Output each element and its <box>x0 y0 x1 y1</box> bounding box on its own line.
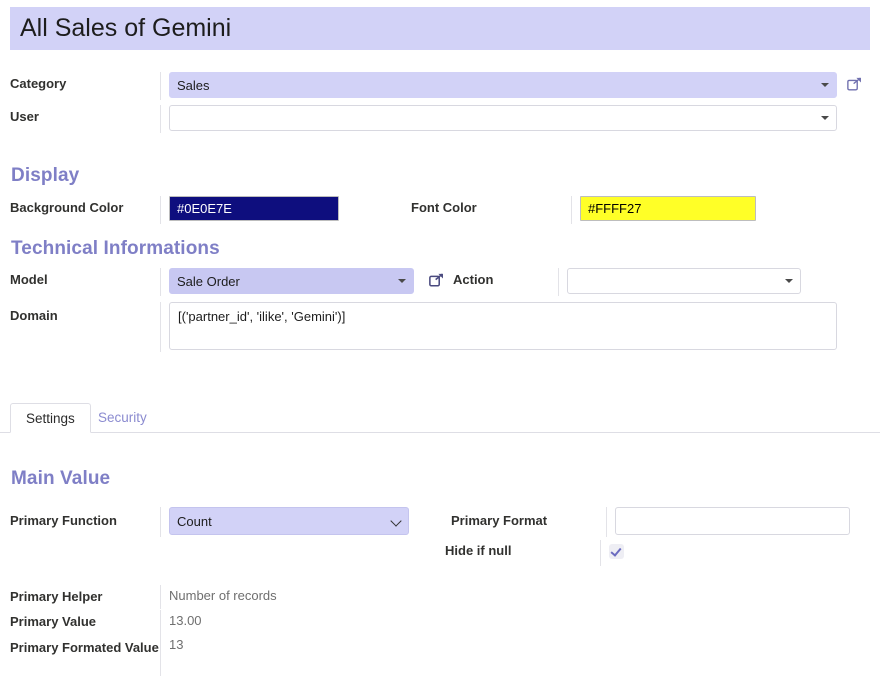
record-title-input[interactable] <box>10 7 870 50</box>
model-input[interactable] <box>169 268 414 294</box>
primary-helper-label: Primary Helper <box>10 589 103 604</box>
tab-security-label: Security <box>98 410 147 425</box>
action-label: Action <box>453 272 494 287</box>
primary-formated-value-value: 13 <box>169 637 184 652</box>
field-row-primary-function: Primary Function CountSumAverageMinMax P… <box>10 507 870 537</box>
field-row-category: Category <box>10 72 870 100</box>
field-row-colors: Background Color Font Color <box>10 196 870 224</box>
column-separator <box>571 196 572 224</box>
column-separator <box>600 540 601 566</box>
tab-settings[interactable]: Settings <box>10 403 91 433</box>
model-field <box>169 268 414 294</box>
column-separator <box>160 196 161 224</box>
column-separator <box>160 72 161 100</box>
hide-if-null-label: Hide if null <box>445 543 512 558</box>
hide-if-null-field <box>609 540 624 560</box>
primary-helper-value: Number of records <box>169 588 277 603</box>
user-label: User <box>10 109 39 124</box>
tab-underline <box>0 432 880 433</box>
record-title-container <box>10 7 870 50</box>
category-label: Category <box>10 76 67 91</box>
category-input[interactable] <box>169 72 837 98</box>
column-separator <box>558 268 559 296</box>
category-field <box>169 72 837 98</box>
primary-formated-value-label: Primary Formated Value <box>10 640 159 655</box>
domain-textarea[interactable]: [('partner_id', 'ilike', 'Gemini')] <box>169 302 837 350</box>
column-separator <box>160 507 161 537</box>
field-row-primary-value: Primary Value 13.00 <box>10 610 870 634</box>
primary-function-field: CountSumAverageMinMax <box>169 507 409 535</box>
field-row-hide-if-null: Hide if null <box>445 540 870 566</box>
primary-value-value: 13.00 <box>169 613 202 628</box>
user-input[interactable] <box>169 105 837 131</box>
tab-settings-label: Settings <box>26 411 75 426</box>
primary-format-label: Primary Format <box>451 513 548 528</box>
field-row-model-action: Model Action <box>10 268 870 296</box>
column-separator <box>606 507 607 537</box>
field-row-primary-helper: Primary Helper Number of records <box>10 585 870 609</box>
column-separator <box>160 634 161 676</box>
external-link-icon[interactable] <box>428 272 445 289</box>
column-separator <box>160 585 161 609</box>
tab-bar: Settings Security <box>0 403 880 433</box>
domain-field: [('partner_id', 'ilike', 'Gemini')] <box>169 302 837 353</box>
field-row-user: User <box>10 105 870 133</box>
user-field <box>169 105 837 131</box>
hide-if-null-checkbox[interactable] <box>609 544 624 560</box>
background-color-label: Background Color <box>10 200 124 215</box>
primary-format-field <box>615 507 850 535</box>
background-color-input[interactable] <box>169 196 339 221</box>
column-separator <box>160 268 161 296</box>
primary-function-label: Primary Function <box>10 513 117 528</box>
model-label: Model <box>10 272 48 287</box>
domain-label: Domain <box>10 308 58 323</box>
column-separator <box>160 302 161 352</box>
field-row-primary-formated-value: Primary Formated Value 13 <box>10 634 870 676</box>
action-field <box>567 268 801 294</box>
font-color-input[interactable] <box>580 196 756 221</box>
action-input[interactable] <box>567 268 801 294</box>
font-color-field <box>580 196 756 221</box>
primary-value-label: Primary Value <box>10 614 96 629</box>
background-color-field <box>169 196 339 221</box>
column-separator <box>160 105 161 133</box>
primary-function-select[interactable]: CountSumAverageMinMax <box>169 507 409 535</box>
column-separator <box>160 610 161 634</box>
section-heading-technical: Technical Informations <box>11 238 220 259</box>
primary-format-input[interactable] <box>615 507 850 535</box>
font-color-label: Font Color <box>411 200 477 215</box>
section-heading-main-value: Main Value <box>11 468 111 489</box>
field-row-domain: Domain [('partner_id', 'ilike', 'Gemini'… <box>10 302 870 353</box>
section-heading-display: Display <box>11 165 80 186</box>
tab-security[interactable]: Security <box>83 403 162 433</box>
external-link-icon[interactable] <box>846 76 863 93</box>
